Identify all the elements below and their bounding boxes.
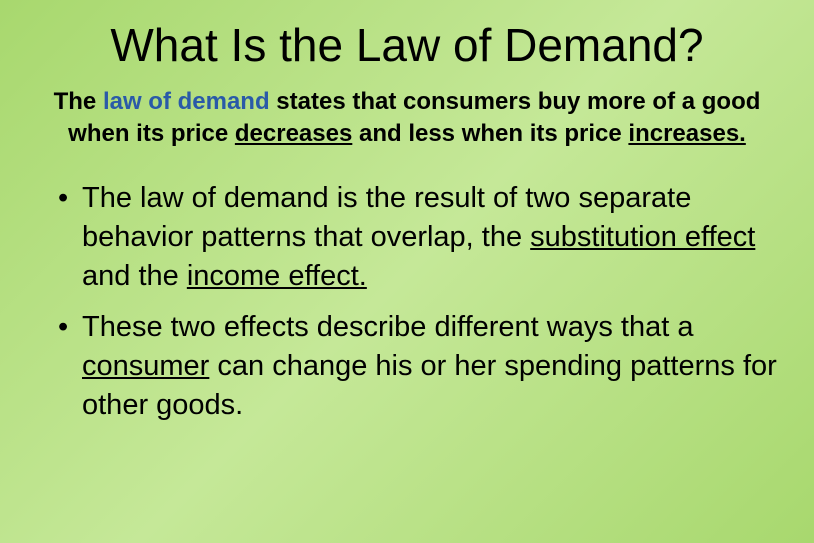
- slide-container: What Is the Law of Demand? The law of de…: [0, 0, 814, 543]
- list-item: The law of demand is the result of two s…: [58, 179, 784, 296]
- list-item: These two effects describe different way…: [58, 308, 784, 425]
- bullet2-pre: These two effects describe different way…: [82, 311, 693, 343]
- bullet1-underline-1: substitution effect: [530, 221, 755, 253]
- subtitle-underline-2: increases.: [628, 120, 745, 147]
- subtitle-underline-1: decreases: [235, 120, 352, 147]
- bullet1-mid: and the: [82, 260, 187, 292]
- bullet-list: The law of demand is the result of two s…: [30, 179, 784, 426]
- bullet2-underline-1: consumer: [82, 350, 209, 382]
- slide-subtitle: The law of demand states that consumers …: [30, 86, 784, 151]
- subtitle-key-term: law of demand: [103, 88, 270, 115]
- subtitle-mid2: and less when its price: [352, 120, 628, 147]
- bullet1-underline-2: income effect.: [187, 260, 367, 292]
- slide-title: What Is the Law of Demand?: [30, 18, 784, 72]
- subtitle-pre: The: [54, 88, 103, 115]
